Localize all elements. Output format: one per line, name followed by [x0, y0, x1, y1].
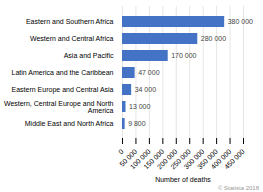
svg-text:Western and Central Africa: Western and Central Africa	[30, 35, 114, 42]
svg-text:Asia and Pacific: Asia and Pacific	[64, 52, 114, 59]
svg-text:170 000: 170 000	[171, 52, 196, 59]
svg-text:100 000: 100 000	[128, 147, 152, 171]
svg-text:250 000: 250 000	[169, 147, 192, 171]
svg-text:Middle East and North Africa: Middle East and North Africa	[25, 120, 114, 127]
svg-text:200 000: 200 000	[155, 147, 179, 171]
svg-text:13 000: 13 000	[129, 103, 151, 110]
svg-text:150 000: 150 000	[142, 147, 166, 171]
svg-text:Eastern Europe and Central Asi: Eastern Europe and Central Asia	[12, 86, 114, 94]
svg-text:0: 0	[117, 148, 125, 156]
svg-text:450 000: 450 000	[223, 148, 246, 171]
html-text:© Statista 2018: © Statista 2018	[217, 185, 259, 191]
svg-text:280 000: 280 000	[201, 35, 226, 42]
svg-text:34 000: 34 000	[135, 86, 157, 93]
svg-text:Eastern and Southern Africa: Eastern and Southern Africa	[26, 18, 114, 25]
svg-text:50 000: 50 000	[118, 147, 139, 168]
svg-text:400 000: 400 000	[209, 147, 233, 171]
svg-text:9 800: 9 800	[128, 120, 146, 127]
svg-text:Latin America and the Caribbea: Latin America and the Caribbean	[12, 69, 114, 76]
svg-text:Western, Central Europe and No: Western, Central Europe and NorthAmerica	[4, 100, 114, 114]
svg-text:380 000: 380 000	[228, 18, 253, 25]
svg-text:Number of deaths: Number of deaths	[155, 176, 211, 183]
svg-text:350 000: 350 000	[196, 147, 219, 171]
svg-text:47 000: 47 000	[138, 69, 160, 76]
svg-text:300 000: 300 000	[182, 147, 206, 171]
